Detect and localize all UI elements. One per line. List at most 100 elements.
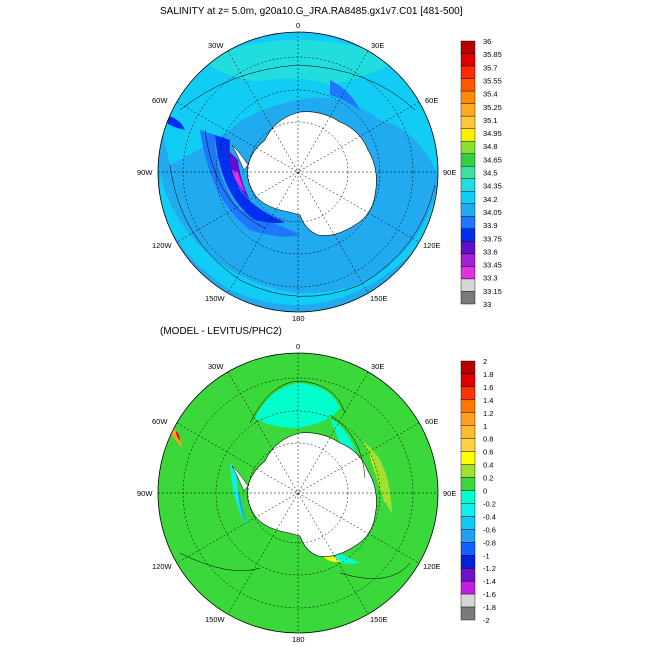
top-colorbar-label: 33.45: [483, 261, 502, 270]
lon-label-90e: 90E: [443, 168, 456, 177]
bottom-colorbar-swatch: [460, 425, 476, 439]
bottom-colorbar-label: -0.8: [483, 538, 496, 547]
lon-label-90e: 90E: [443, 489, 456, 498]
anomaly-zone-cyan: [255, 383, 340, 428]
top-colorbar-swatch: [460, 253, 476, 267]
bottom-colorbar-label: 0.8: [483, 435, 493, 444]
top-colorbar-label: 35.85: [483, 50, 502, 59]
bottom-colorbar-swatch: [460, 606, 476, 621]
top-colorbar-swatch: [460, 191, 476, 205]
lon-label-0: 0: [296, 342, 300, 351]
bottom-colorbar-label: 0.4: [483, 461, 493, 470]
top-colorbar-label: 35.55: [483, 76, 502, 85]
lon-label-90w: 90W: [137, 168, 153, 177]
lon-label-0: 0: [296, 21, 300, 30]
bottom-colorbar-label: 1.4: [483, 396, 493, 405]
top-colorbar-label: 33.75: [483, 234, 502, 243]
top-colorbar-label: 33: [483, 300, 491, 309]
bottom-colorbar-swatch: [460, 399, 476, 413]
bottom-colorbar-label: -1.2: [483, 564, 496, 573]
bottom-colorbar-swatch: [460, 373, 476, 388]
lon-label-150e: 150E: [370, 294, 388, 303]
lon-label-30e: 30E: [371, 41, 384, 50]
bottom-colorbar-swatch: [460, 503, 476, 517]
bottom-colorbar-swatch: [460, 555, 476, 569]
top-colorbar-label: 34.95: [483, 129, 502, 138]
bottom-colorbar-label: -1.8: [483, 603, 496, 612]
top-colorbar-swatch: [460, 228, 476, 242]
bottom-map-svg: 0 30E 60E 90E 120E 150E 180 150W 120W 90…: [137, 342, 496, 644]
lon-label-30e: 30E: [371, 362, 384, 371]
lon-label-120e: 120E: [423, 562, 441, 571]
contour-line: [169, 164, 436, 297]
bottom-colorbar-swatch: [460, 567, 476, 582]
bottom-colorbar-label: 1.8: [483, 370, 493, 379]
bottom-colorbar-swatch: [460, 464, 476, 478]
lon-label-60e: 60E: [425, 417, 438, 426]
bottom-colorbar-label: 1.2: [483, 409, 493, 418]
bottom-colorbar: 2 1.8 1.6 1.4 1.2 1 0.8 0.6 0.4 0.2 0 -0.2 -0.4 -0.6 -…: [460, 357, 496, 625]
top-colorbar-swatch: [460, 128, 476, 142]
top-colorbar-label: 34.8: [483, 142, 498, 151]
top-colorbar-swatch: [460, 78, 476, 92]
antarctica-land: [247, 111, 377, 236]
lon-label-60w: 60W: [152, 96, 168, 105]
salinity-zone-magenta: [232, 170, 245, 192]
top-colorbar-label: 35.4: [483, 90, 498, 99]
top-colorbar-swatch: [460, 103, 476, 117]
bottom-colorbar-label: 0.6: [483, 448, 493, 457]
bottom-colorbar-label: -0.4: [483, 512, 496, 521]
bottom-colorbar-swatch: [460, 451, 476, 465]
lon-label-120w: 120W: [152, 562, 173, 571]
top-colorbar-swatch: [460, 140, 476, 154]
lon-label-30w: 30W: [208, 362, 224, 371]
meridians: [158, 353, 438, 633]
bottom-panel: 0 30E 60E 90E 120E 150E 180 150W 120W 90…: [0, 323, 647, 646]
top-colorbar-swatch: [460, 90, 476, 104]
bottom-colorbar-swatch: [460, 490, 476, 504]
lon-label-150w: 150W: [205, 615, 226, 624]
top-colorbar-swatch: [460, 216, 476, 230]
bottom-colorbar-label: 0: [483, 487, 487, 496]
salinity-zone-dark-blue: [215, 135, 285, 224]
bottom-colorbar-swatch: [460, 438, 476, 452]
anomaly-zone-red: [176, 431, 180, 441]
top-colorbar-label: 34.65: [483, 155, 502, 164]
contour-line: [204, 129, 266, 229]
bottom-colorbar-swatch: [460, 386, 476, 401]
top-colorbar-swatch: [460, 40, 476, 54]
lon-label-60w: 60W: [152, 417, 168, 426]
bottom-colorbar-label: -2: [483, 616, 490, 625]
contour-line: [339, 562, 411, 579]
salinity-zone-dark-blue-2: [165, 115, 185, 130]
bottom-map-disc: [158, 353, 438, 633]
bottom-colorbar-label: 1.6: [483, 383, 493, 392]
top-colorbar-label: 33.9: [483, 221, 498, 230]
salinity-zone-purple: [228, 150, 250, 200]
top-colorbar-label: 35.7: [483, 63, 498, 72]
top-map-svg: 0 30E 60E 90E 120E 150E 180 150W 120W 90…: [137, 21, 502, 323]
bottom-colorbar-label: 1: [483, 422, 487, 431]
anomaly-zone-cyan-3: [230, 463, 248, 528]
top-colorbar-swatch: [460, 153, 476, 167]
top-colorbar-swatch: [460, 53, 476, 67]
top-colorbar-swatch: [460, 178, 476, 192]
bottom-colorbar-label: -0.6: [483, 525, 496, 534]
top-colorbar-label: 33.3: [483, 274, 498, 283]
bottom-colorbar-label: 0.2: [483, 474, 493, 483]
top-title: SALINITY at z= 5.0m, g20a10.G_JRA.RA8485…: [160, 6, 463, 17]
bottom-colorbar-swatch: [460, 360, 476, 375]
bottom-colorbar-label: -1.6: [483, 590, 496, 599]
bottom-colorbar-swatch: [460, 412, 476, 426]
anomaly-zone-lightgreen: [362, 441, 392, 513]
top-colorbar-label: 33.6: [483, 247, 498, 256]
anomaly-zone-orange: [172, 428, 182, 448]
top-panel: 0 30E 60E 90E 120E 150E 180 150W 120W 90…: [0, 0, 647, 323]
lon-label-180: 180: [292, 635, 305, 644]
lon-label-60e: 60E: [425, 96, 438, 105]
top-colorbar: 36 35.85 35.7 35.55 35.4 35.25 35.1 34.95 34.8 34…: [460, 37, 502, 309]
antarctica-land: [247, 432, 377, 557]
top-map-disc: [158, 32, 438, 312]
bottom-colorbar-label: -1.4: [483, 577, 496, 586]
lon-label-150w: 150W: [205, 294, 226, 303]
